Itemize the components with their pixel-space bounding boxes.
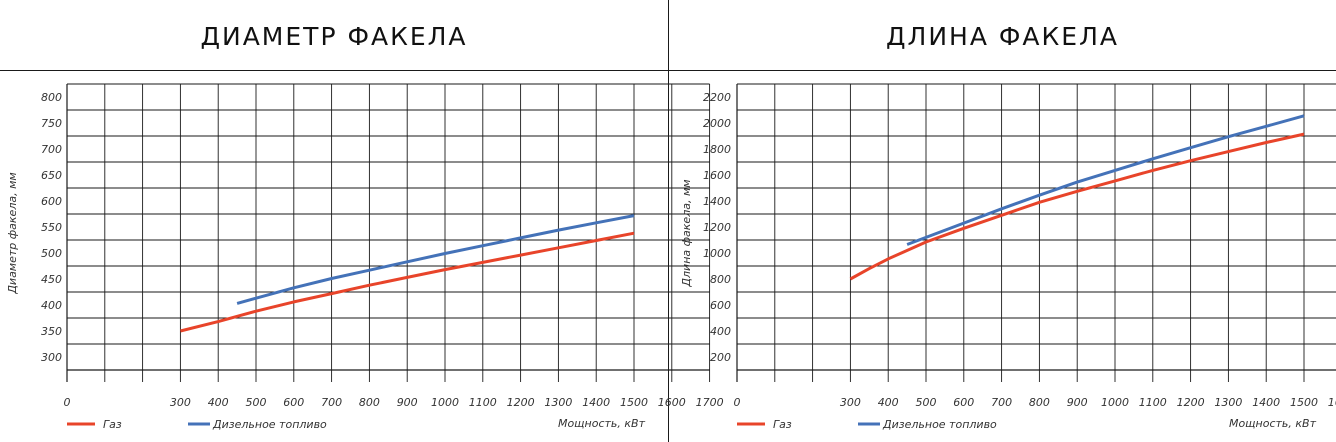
y-tick-label: 300 [41, 351, 62, 364]
y-tick-label: 650 [41, 169, 62, 182]
y-tick-label: 2200 [703, 91, 731, 104]
x-tick-label: 1600 [658, 396, 686, 409]
x-tick-label: 700 [321, 396, 342, 409]
title-rule-right [669, 70, 1336, 71]
x-tick-label: 1600 [1328, 396, 1336, 409]
y-axis-label: Длина факела, мм [680, 179, 693, 287]
chart-title-diameter: ДИАМЕТР ФАКЕЛА [200, 22, 468, 51]
x-tick-label: 300 [170, 396, 191, 409]
legend-label-diesel: Дизельное топливо [882, 418, 997, 431]
y-tick-label: 400 [41, 299, 62, 312]
x-tick-label: 1000 [431, 396, 459, 409]
x-tick-label: 0 [64, 396, 71, 409]
y-tick-label: 1000 [703, 247, 731, 260]
y-tick-label: 1600 [703, 169, 731, 182]
x-tick-label: 600 [953, 396, 974, 409]
x-tick-label: 500 [916, 396, 937, 409]
y-tick-label: 2000 [703, 117, 731, 130]
y-tick-label: 400 [710, 325, 731, 338]
legend-label-diesel: Дизельное топливо [212, 418, 327, 431]
x-tick-label: 1400 [1252, 396, 1280, 409]
x-tick-label: 500 [246, 396, 267, 409]
y-tick-label: 800 [41, 91, 62, 104]
y-axis-label: Диаметр факела, мм [6, 172, 19, 294]
chart-title-length: ДЛИНА ФАКЕЛА [886, 22, 1119, 51]
y-tick-label: 750 [41, 117, 62, 130]
y-tick-label: 200 [710, 351, 731, 364]
series-line-diesel [906, 114, 1305, 246]
x-tick-label: 1200 [507, 396, 535, 409]
x-tick-label: 800 [359, 396, 380, 409]
series-line-gas [849, 132, 1305, 281]
x-tick-label: 900 [397, 396, 418, 409]
x-tick-label: 1500 [620, 396, 648, 409]
x-tick-label: 1000 [1101, 396, 1129, 409]
legend-label-gas: Газ [103, 418, 122, 431]
x-tick-label: 800 [1029, 396, 1050, 409]
x-tick-label: 1300 [1214, 396, 1242, 409]
x-tick-label: 1300 [544, 396, 572, 409]
x-axis-label: Мощность, кВт [1229, 417, 1317, 430]
x-tick-label: 0 [734, 396, 741, 409]
x-tick-label: 1100 [1139, 396, 1167, 409]
title-rule-left [0, 70, 668, 71]
y-tick-label: 1200 [703, 221, 731, 234]
x-tick-label: 1400 [582, 396, 610, 409]
x-tick-label: 400 [208, 396, 229, 409]
y-tick-label: 700 [41, 143, 62, 156]
x-tick-label: 400 [878, 396, 899, 409]
series-line-diesel [236, 214, 635, 305]
y-tick-label: 600 [41, 195, 62, 208]
series-line-gas [180, 231, 635, 333]
x-axis-label: Мощность, кВт [558, 417, 646, 430]
x-tick-label: 1500 [1290, 396, 1318, 409]
y-tick-label: 1400 [703, 195, 731, 208]
y-tick-label: 550 [41, 221, 62, 234]
x-tick-label: 1100 [469, 396, 497, 409]
x-tick-label: 300 [840, 396, 861, 409]
y-tick-label: 450 [41, 273, 62, 286]
y-tick-label: 500 [41, 247, 62, 260]
x-tick-label: 700 [991, 396, 1012, 409]
y-tick-label: 1800 [703, 143, 731, 156]
legend-label-gas: Газ [773, 418, 792, 431]
panel-divider [668, 0, 669, 442]
x-tick-label: 600 [283, 396, 304, 409]
y-tick-label: 350 [41, 325, 62, 338]
x-tick-label: 1200 [1177, 396, 1205, 409]
x-tick-label: 1700 [696, 396, 724, 409]
y-tick-label: 800 [710, 273, 731, 286]
x-tick-label: 900 [1067, 396, 1088, 409]
y-tick-label: 600 [710, 299, 731, 312]
